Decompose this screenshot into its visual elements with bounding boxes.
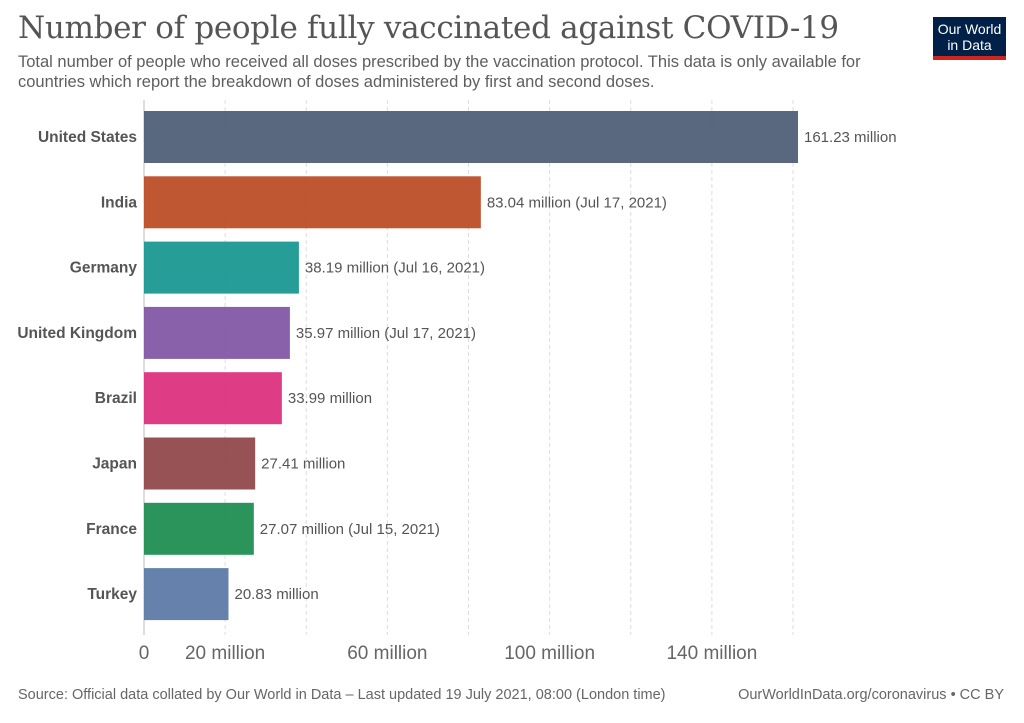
category-label: United States: [38, 129, 137, 146]
value-label: 27.41 million: [261, 456, 345, 473]
value-label: 38.19 million (Jul 16, 2021): [305, 260, 485, 277]
bar: [144, 176, 481, 229]
chart-title: Number of people fully vaccinated agains…: [18, 10, 839, 46]
x-tick-label: 140 million: [666, 643, 757, 664]
value-label: 161.23 million: [804, 129, 897, 146]
source-note: Source: Official data collated by Our Wo…: [18, 687, 666, 703]
category-label: United Kingdom: [17, 325, 137, 342]
bar: [144, 502, 254, 555]
x-tick-label: 100 million: [504, 643, 595, 664]
owid-logo[interactable]: Our World in Data: [933, 17, 1006, 60]
logo-line-1: Our World: [937, 21, 1002, 37]
bar: [144, 306, 290, 359]
x-axis: 0 20 million 60 million 100 million 140 mill…: [139, 643, 758, 664]
bar-chart: United States 161.23 million India 83.04 mi…: [17, 100, 897, 664]
x-tick-label: 0: [139, 643, 150, 664]
x-tick-label: 20 million: [185, 643, 265, 664]
x-tick-label: 60 million: [347, 643, 427, 664]
bars: United States 161.23 million India 83.04 mi…: [17, 111, 897, 621]
category-label: France: [86, 521, 137, 538]
value-label: 83.04 million (Jul 17, 2021): [487, 194, 667, 211]
category-label: Brazil: [95, 390, 137, 407]
credit-link[interactable]: OurWorldInData.org/coronavirus • CC BY: [738, 687, 1004, 703]
category-label: India: [101, 194, 138, 211]
bar: [144, 568, 229, 621]
category-label: Germany: [70, 260, 138, 277]
category-label: Japan: [92, 456, 137, 473]
chart-subtitle: Total number of people who received all …: [18, 53, 861, 91]
bar: [144, 372, 282, 425]
bar: [144, 437, 256, 490]
value-label: 27.07 million (Jul 15, 2021): [260, 521, 440, 538]
bar: [144, 111, 798, 163]
value-label: 35.97 million (Jul 17, 2021): [296, 325, 476, 342]
value-label: 33.99 million: [288, 390, 372, 407]
bar: [144, 241, 299, 294]
value-label: 20.83 million: [234, 586, 318, 603]
category-label: Turkey: [87, 586, 137, 603]
logo-line-2: in Data: [947, 37, 992, 53]
